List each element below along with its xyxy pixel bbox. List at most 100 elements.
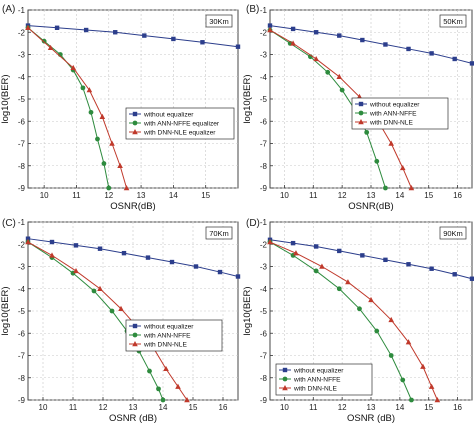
tick-label-x: 11 (69, 403, 78, 412)
data-point (49, 239, 55, 245)
data-point (290, 240, 296, 246)
distance-label: 30Km (209, 17, 229, 26)
tick-label-y: -3 (260, 51, 268, 60)
legend-swatch-marker (358, 110, 364, 116)
legend-swatch-marker (132, 129, 138, 135)
tick-label-y: -2 (18, 240, 26, 249)
tick-label-y: -6 (260, 329, 268, 338)
data-point (290, 40, 296, 46)
data-point (235, 44, 241, 49)
legend-swatch-marker (282, 385, 288, 391)
data-point (99, 113, 106, 119)
tick-label-y: -3 (18, 263, 26, 272)
x-axis-label: OSNR (dB) (347, 413, 395, 424)
data-point (97, 246, 103, 251)
data-point (293, 250, 299, 256)
tick-label-y: -8 (18, 162, 26, 171)
data-point (337, 248, 342, 254)
data-point (88, 109, 94, 115)
tick-label-y: -6 (18, 117, 26, 126)
data-point (113, 30, 118, 35)
tick-label-y: -7 (18, 140, 26, 149)
distance-box (439, 14, 467, 28)
y-axis-label: log10(BER) (242, 286, 253, 335)
data-point (160, 397, 166, 403)
tick-label-y: -9 (18, 184, 26, 193)
tick-label-y: -1 (260, 218, 268, 227)
data-point (469, 276, 474, 281)
data-point (267, 23, 273, 28)
tick-label-y: -8 (260, 162, 268, 171)
data-point (70, 64, 77, 71)
legend-box (125, 107, 235, 140)
data-point (25, 24, 31, 30)
legend-entry-label: without equalizer (143, 324, 194, 331)
panel-label: (C) (2, 218, 16, 229)
tick-label-x: 11 (309, 191, 318, 200)
tick-label-x: 15 (201, 191, 210, 200)
legend-swatch-marker (132, 120, 138, 126)
data-point (171, 36, 176, 42)
tick-label-x: 13 (367, 403, 376, 412)
chart-panel-2: (B) -1 -2 -3 -4 -5 -6 -7 -8 -9 10 11 12 13 14 15 16 OSNR(… (242, 4, 474, 212)
data-point (163, 365, 169, 372)
tick-label-y: -7 (260, 352, 268, 361)
tick-label-x: 16 (453, 191, 462, 200)
data-point (452, 272, 457, 277)
data-point (409, 397, 414, 403)
data-point (388, 140, 394, 146)
data-point (368, 296, 374, 303)
legend-swatch-marker (132, 341, 138, 347)
data-point (169, 259, 175, 265)
data-point (86, 87, 93, 93)
legend-swatch-marker (132, 323, 138, 329)
series-line-1 (269, 25, 473, 64)
tick-label-y: -7 (18, 352, 26, 361)
chart-panel-1: (A) -1 -2 -3 -4 -5 -6 -7 -8 -9 10 11 12 13 14 15 OSNR(dB… (0, 4, 241, 212)
tick-label-y: -5 (260, 95, 268, 104)
legend-entry-label: without equalizer (293, 368, 344, 375)
tick-label-y: -1 (18, 218, 26, 227)
chart-panel-3: (C) -1 -2 -3 -4 -5 -6 -7 -8 -9 10 11 12 13 14 15 16 OSNR … (0, 218, 241, 424)
tick-label-x: 10 (40, 191, 49, 200)
tick-label-x: 10 (280, 191, 289, 200)
tick-label-y: -5 (260, 307, 268, 316)
legend-entry-label: with ANN-NFFE (293, 377, 341, 384)
tick-label-y: -6 (18, 329, 26, 338)
data-point (313, 30, 319, 35)
data-point (123, 185, 130, 191)
data-point (25, 236, 31, 241)
data-point (267, 27, 273, 33)
tick-label-x: 10 (39, 403, 48, 412)
data-point (101, 161, 107, 166)
data-point (145, 255, 151, 260)
tick-label-y: -9 (260, 396, 268, 405)
legend-entry-label: with DNN-NLE (143, 342, 187, 349)
legend-box (351, 97, 449, 130)
data-point (118, 305, 124, 311)
legend-swatch-marker (358, 101, 364, 107)
tick-label-x: 12 (338, 191, 347, 200)
x-axis-label: OSNR(dB) (348, 201, 393, 212)
tick-label-y: -3 (260, 263, 268, 272)
series-line-2 (27, 241, 164, 401)
data-point (97, 285, 103, 291)
tick-label-y: -5 (18, 95, 26, 104)
data-point (420, 363, 426, 369)
tick-label-y: -1 (260, 6, 268, 15)
data-point (319, 263, 325, 269)
data-point (73, 267, 79, 274)
data-point (374, 328, 380, 334)
tick-label-x: 12 (99, 403, 108, 412)
data-point (73, 243, 79, 248)
data-point (336, 286, 342, 292)
tick-label-x: 14 (159, 403, 168, 412)
data-point (200, 40, 205, 45)
data-point (91, 288, 97, 294)
tick-label-y: -4 (18, 285, 26, 294)
legend-swatch-marker (132, 111, 138, 117)
data-point (121, 250, 127, 256)
tick-label-x: 12 (338, 403, 347, 412)
data-point (383, 257, 388, 263)
